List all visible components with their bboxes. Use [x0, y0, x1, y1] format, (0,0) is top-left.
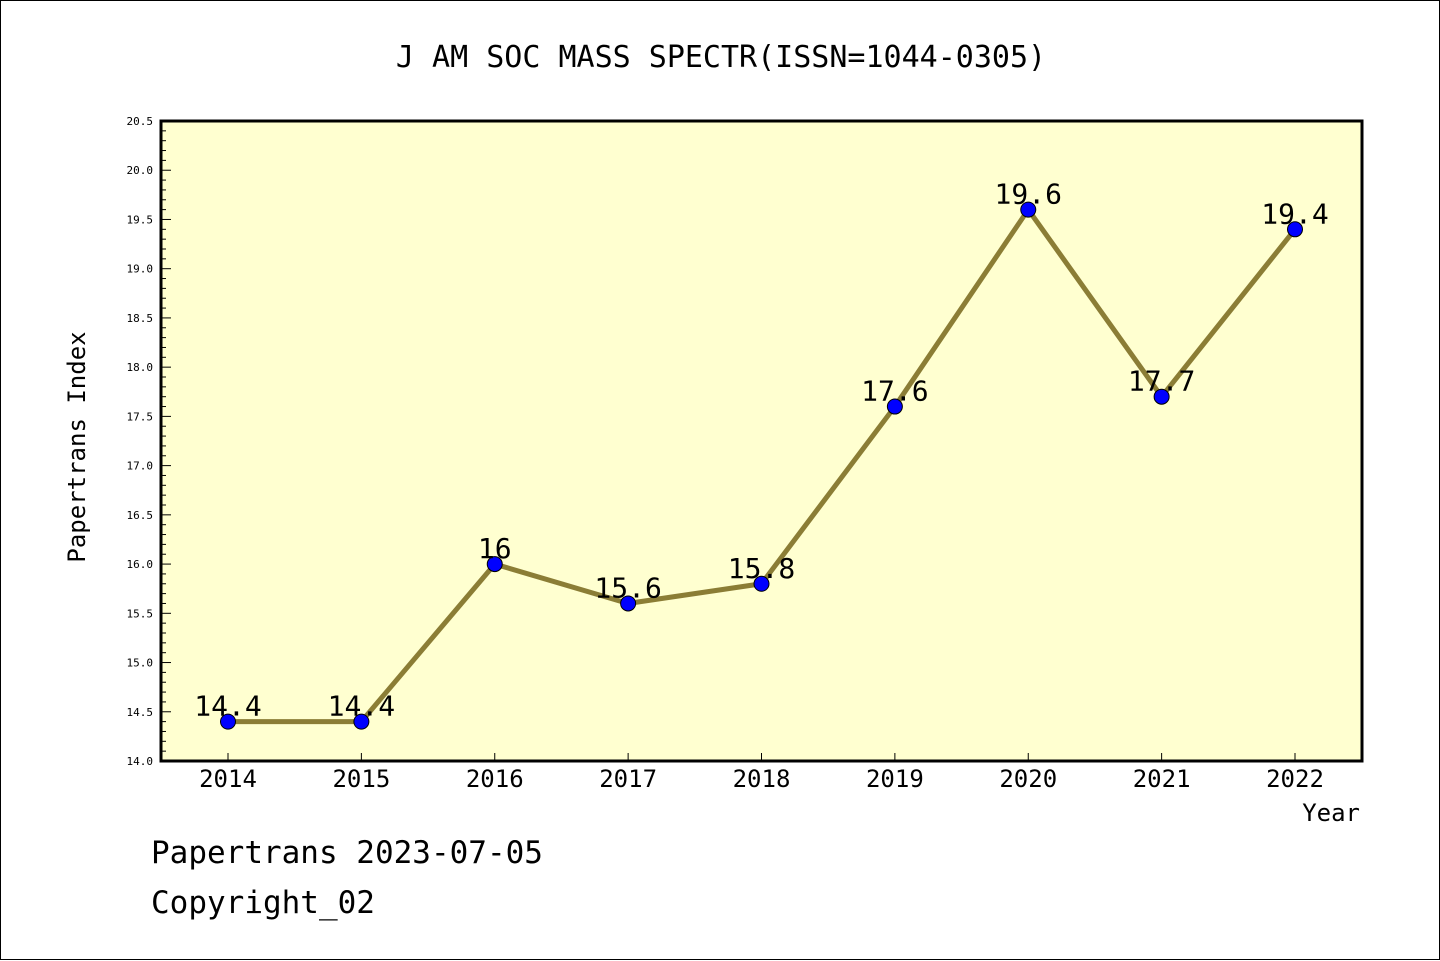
x-axis-label: Year [1302, 799, 1360, 827]
data-markers [220, 201, 1303, 730]
y-axis-label: Papertrans Index [63, 331, 91, 562]
y-tick-label: 20.0 [127, 164, 154, 177]
y-tick-label: 17.5 [127, 410, 154, 423]
data-label-2015: 14.4 [328, 690, 395, 723]
data-point-2017 [620, 595, 637, 612]
data-label-2016: 16 [478, 532, 512, 565]
data-label-2017: 15.6 [594, 571, 661, 604]
x-tick-label: 2019 [866, 765, 924, 793]
x-tick-label: 2022 [1266, 765, 1324, 793]
y-tick-label: 20.5 [127, 115, 154, 128]
data-label-2020: 19.6 [995, 178, 1062, 211]
x-tick-label: 2018 [733, 765, 791, 793]
y-tick-label: 19.5 [127, 213, 154, 226]
y-tick-label: 17.0 [127, 460, 154, 473]
x-tick-label: 2016 [466, 765, 524, 793]
x-tick-label: 2020 [999, 765, 1057, 793]
y-tick-label: 15.0 [127, 657, 154, 670]
data-point-2016 [486, 556, 503, 573]
y-tick-label: 19.0 [127, 263, 154, 276]
x-tick-label: 2015 [332, 765, 390, 793]
y-axis: 14.0 14.5 15.0 15.5 16.0 16.5 17.0 17.5 18.0 18.5… [127, 115, 171, 768]
data-label-2018: 15.8 [728, 552, 795, 585]
data-point-2020 [1020, 201, 1037, 218]
data-point-2021 [1153, 388, 1170, 405]
data-label-2014: 14.4 [194, 690, 261, 723]
data-labels: 14.4 14.4 16 15.6 15.8 17.6 19.6 17.7 19.4 [194, 178, 1328, 723]
x-tick-label: 2014 [199, 765, 257, 793]
y-tick-label: 14.0 [127, 755, 154, 768]
x-tick-label: 2017 [599, 765, 657, 793]
y-tick-label: 18.5 [127, 312, 154, 325]
y-tick-label: 14.5 [127, 706, 154, 719]
footer-date: Papertrans 2023-07-05 [151, 835, 543, 871]
chart-title: J AM SOC MASS SPECTR(ISSN=1044-0305) [396, 40, 1046, 75]
data-label-2022: 19.4 [1261, 197, 1328, 230]
plot-area [159, 119, 1364, 763]
data-point-2018 [753, 575, 770, 592]
data-point-2022 [1287, 221, 1303, 238]
data-label-2021: 17.7 [1128, 365, 1195, 398]
data-point-2015 [353, 713, 370, 730]
y-tick-label: 15.5 [127, 607, 154, 620]
x-tick-label: 2021 [1133, 765, 1191, 793]
y-tick-label: 16.5 [127, 509, 154, 522]
data-point-2019 [886, 398, 903, 415]
y-tick-label: 18.0 [127, 361, 154, 374]
data-point-2014 [220, 713, 236, 730]
data-label-2019: 17.6 [861, 375, 928, 408]
footer-copyright: Copyright_02 [151, 885, 375, 921]
x-axis: 2014 2015 2016 2017 2018 2019 2020 2021 2022 [199, 753, 1324, 793]
y-tick-label: 16.0 [127, 558, 154, 571]
